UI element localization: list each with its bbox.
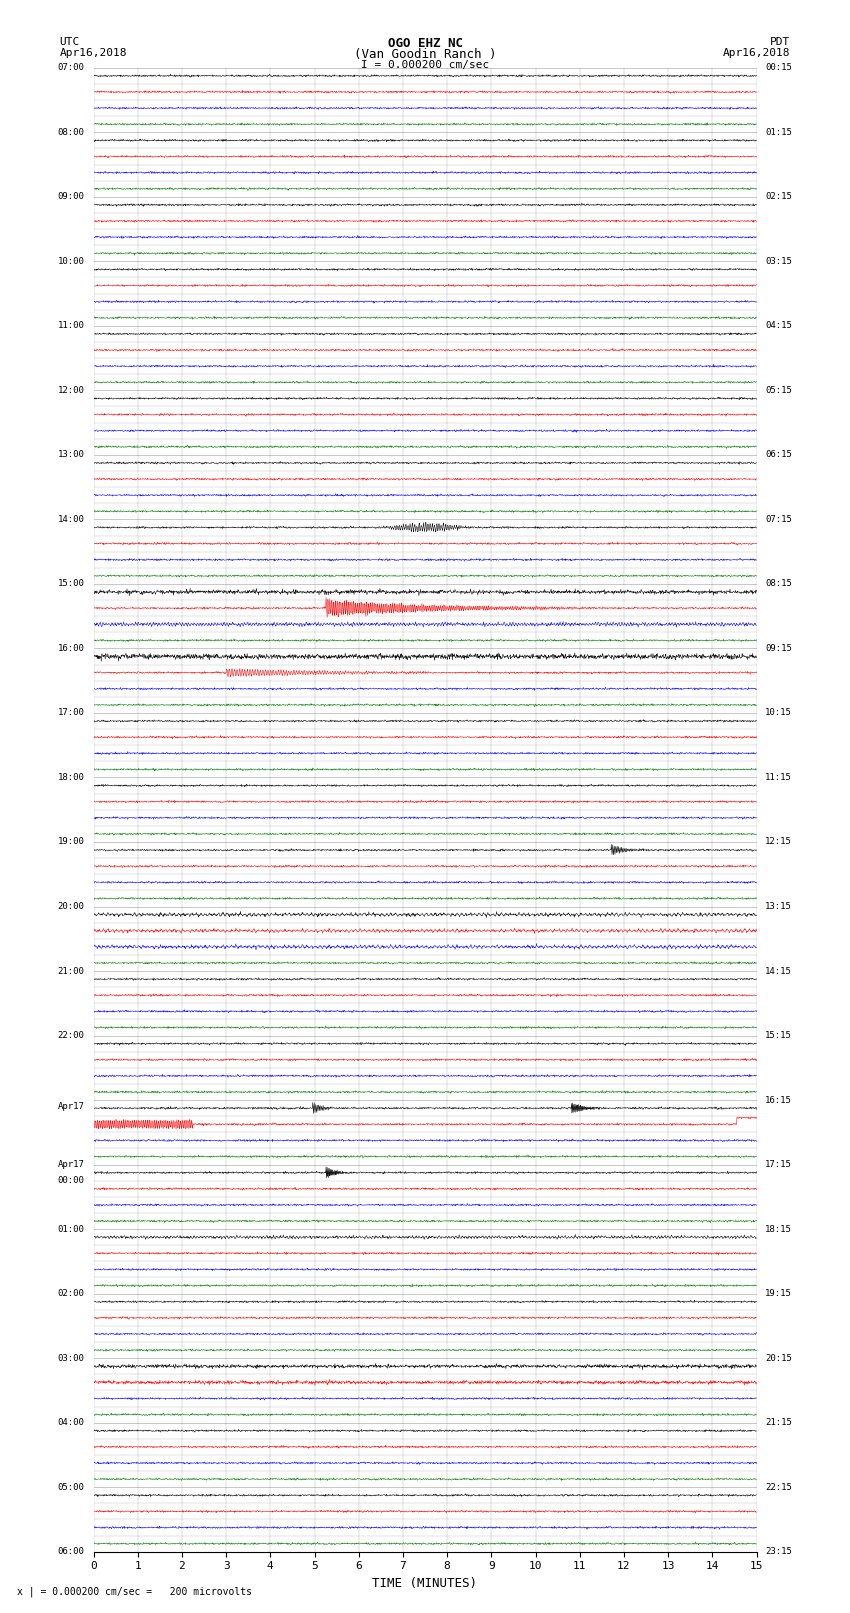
Text: 12:00: 12:00 bbox=[58, 386, 85, 395]
Text: Apr16,2018: Apr16,2018 bbox=[723, 48, 791, 58]
Text: 18:00: 18:00 bbox=[58, 773, 85, 782]
Text: 07:00: 07:00 bbox=[58, 63, 85, 73]
Text: 10:00: 10:00 bbox=[58, 256, 85, 266]
Text: 14:00: 14:00 bbox=[58, 515, 85, 524]
Text: 09:00: 09:00 bbox=[58, 192, 85, 202]
Text: 14:15: 14:15 bbox=[765, 966, 792, 976]
Text: 21:15: 21:15 bbox=[765, 1418, 792, 1428]
Text: 01:00: 01:00 bbox=[58, 1224, 85, 1234]
Text: 09:15: 09:15 bbox=[765, 644, 792, 653]
Text: 04:15: 04:15 bbox=[765, 321, 792, 331]
Text: 20:00: 20:00 bbox=[58, 902, 85, 911]
Text: UTC: UTC bbox=[60, 37, 80, 47]
Text: 07:15: 07:15 bbox=[765, 515, 792, 524]
Text: 02:00: 02:00 bbox=[58, 1289, 85, 1298]
Text: Apr17: Apr17 bbox=[58, 1160, 85, 1169]
Text: 16:00: 16:00 bbox=[58, 644, 85, 653]
Text: 15:00: 15:00 bbox=[58, 579, 85, 589]
Text: 00:15: 00:15 bbox=[765, 63, 792, 73]
X-axis label: TIME (MINUTES): TIME (MINUTES) bbox=[372, 1578, 478, 1590]
Text: 08:15: 08:15 bbox=[765, 579, 792, 589]
Text: PDT: PDT bbox=[770, 37, 790, 47]
Text: Apr16,2018: Apr16,2018 bbox=[60, 48, 127, 58]
Text: 12:15: 12:15 bbox=[765, 837, 792, 847]
Text: Apr17: Apr17 bbox=[58, 1102, 85, 1111]
Text: OGO EHZ NC: OGO EHZ NC bbox=[388, 37, 462, 50]
Text: 10:15: 10:15 bbox=[765, 708, 792, 718]
Text: 20:15: 20:15 bbox=[765, 1353, 792, 1363]
Text: 13:00: 13:00 bbox=[58, 450, 85, 460]
Text: 02:15: 02:15 bbox=[765, 192, 792, 202]
Text: 19:15: 19:15 bbox=[765, 1289, 792, 1298]
Text: 00:00: 00:00 bbox=[58, 1176, 85, 1186]
Text: (Van Goodin Ranch ): (Van Goodin Ranch ) bbox=[354, 48, 496, 61]
Text: 08:00: 08:00 bbox=[58, 127, 85, 137]
Text: 01:15: 01:15 bbox=[765, 127, 792, 137]
Text: 03:00: 03:00 bbox=[58, 1353, 85, 1363]
Text: 13:15: 13:15 bbox=[765, 902, 792, 911]
Text: 19:00: 19:00 bbox=[58, 837, 85, 847]
Text: 06:00: 06:00 bbox=[58, 1547, 85, 1557]
Text: 05:00: 05:00 bbox=[58, 1482, 85, 1492]
Text: 15:15: 15:15 bbox=[765, 1031, 792, 1040]
Text: 17:15: 17:15 bbox=[765, 1160, 792, 1169]
Text: 16:15: 16:15 bbox=[765, 1095, 792, 1105]
Text: 23:15: 23:15 bbox=[765, 1547, 792, 1557]
Text: 22:00: 22:00 bbox=[58, 1031, 85, 1040]
Text: 22:15: 22:15 bbox=[765, 1482, 792, 1492]
Text: 18:15: 18:15 bbox=[765, 1224, 792, 1234]
Text: 11:00: 11:00 bbox=[58, 321, 85, 331]
Text: 04:00: 04:00 bbox=[58, 1418, 85, 1428]
Text: 06:15: 06:15 bbox=[765, 450, 792, 460]
Text: 17:00: 17:00 bbox=[58, 708, 85, 718]
Text: 21:00: 21:00 bbox=[58, 966, 85, 976]
Text: 05:15: 05:15 bbox=[765, 386, 792, 395]
Text: 03:15: 03:15 bbox=[765, 256, 792, 266]
Text: x | = 0.000200 cm/sec =   200 microvolts: x | = 0.000200 cm/sec = 200 microvolts bbox=[17, 1586, 252, 1597]
Text: I = 0.000200 cm/sec: I = 0.000200 cm/sec bbox=[361, 60, 489, 69]
Text: 11:15: 11:15 bbox=[765, 773, 792, 782]
